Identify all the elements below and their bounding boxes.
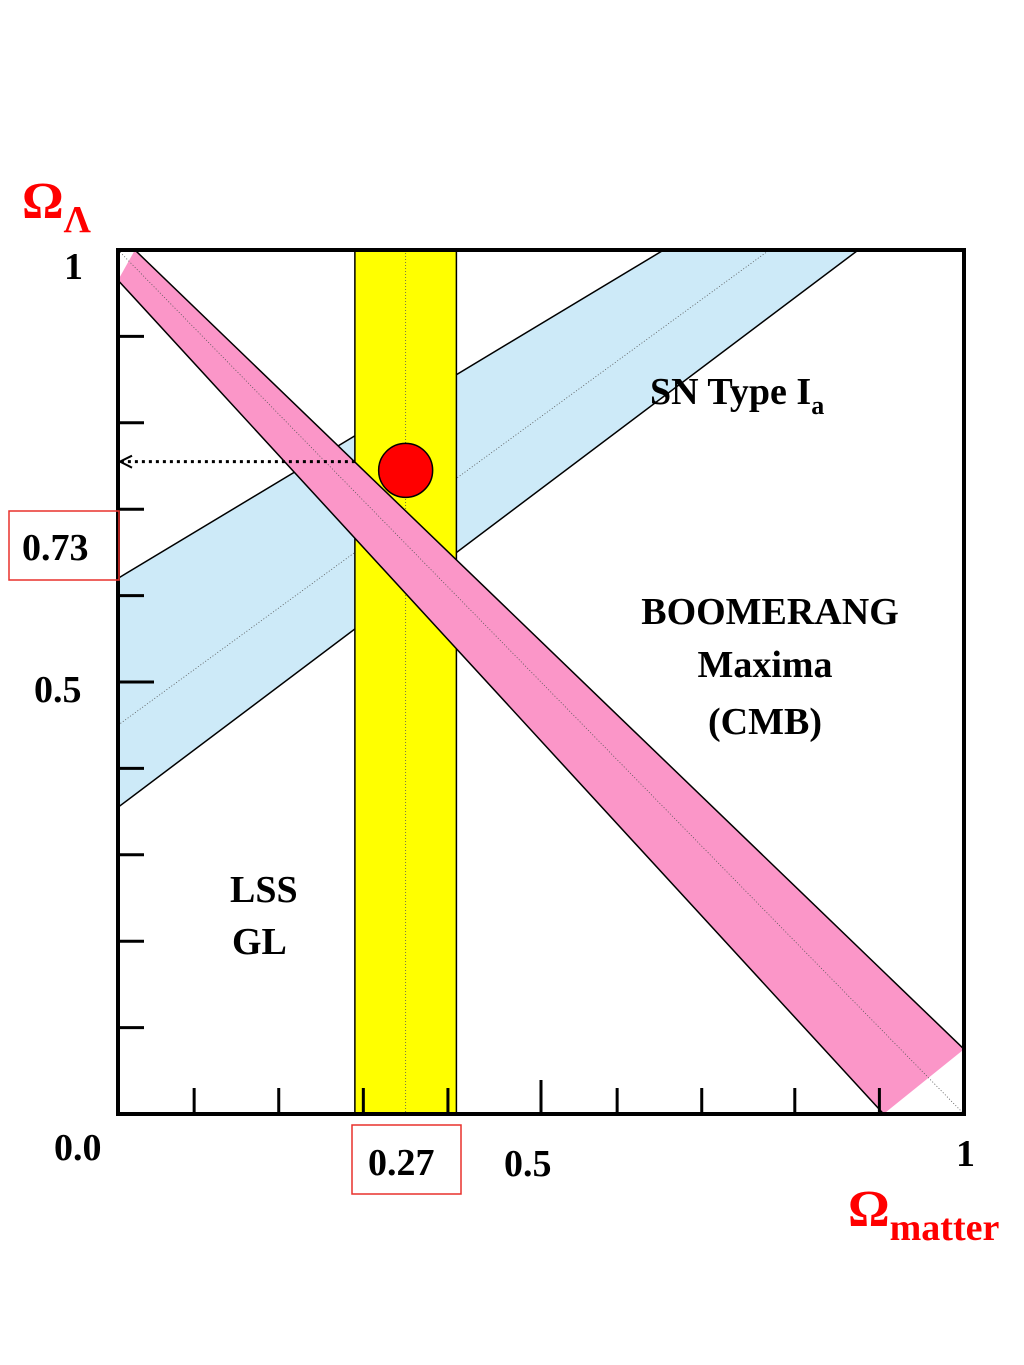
x-highlight-value: 0.27 [368,1142,435,1184]
x-axis-title: Ωmatter [848,1181,999,1249]
y-tick-label-0.5: 0.5 [34,669,82,711]
y-highlight-arrowhead [117,454,133,469]
best-fit-layer [377,442,434,499]
x-highlight-box [351,1124,462,1195]
lss-gl-label-line-1: LSS [230,869,298,911]
x-tick-label-0.0: 0.0 [54,1127,102,1169]
cmb-label-line-1: BOOMERANG [641,591,899,633]
y-axis-title-base: Ω [22,173,64,230]
y-tick-label-1: 1 [64,246,83,288]
x-axis-title-base: Ω [848,1181,890,1238]
y-axis-title: ΩΛ [22,173,92,241]
sn-type-ia-label: SN Type Ia [650,371,824,420]
lss-gl-label-line-2: GL [232,921,287,963]
best-fit-marker [377,442,434,499]
x-axis-title-sub: matter [890,1207,1000,1249]
cmb-label-line-3: (CMB) [708,701,822,743]
y-highlight-box [8,510,120,581]
cmb-label-line-2: Maxima [697,644,832,686]
y-axis-title-sub: Λ [64,199,92,241]
boomerang-maxima-cmb--center-line [118,250,964,1114]
boomerang-maxima-cmb--upper-edge [134,250,964,1050]
sn-type-ia-lower-edge [118,250,859,808]
x-tick-label-1: 1 [956,1133,975,1175]
axis-ticks [118,334,881,1114]
sn-type-ia-label-base: SN Type I [650,371,811,413]
y-highlight-value: 0.73 [22,527,89,569]
sn-type-ia-label-sub: a [811,391,824,420]
x-tick-label-0.5: 0.5 [504,1143,552,1185]
constraint-bands [118,250,964,1114]
boomerang-maxima-cmb--lower-edge [118,279,885,1114]
